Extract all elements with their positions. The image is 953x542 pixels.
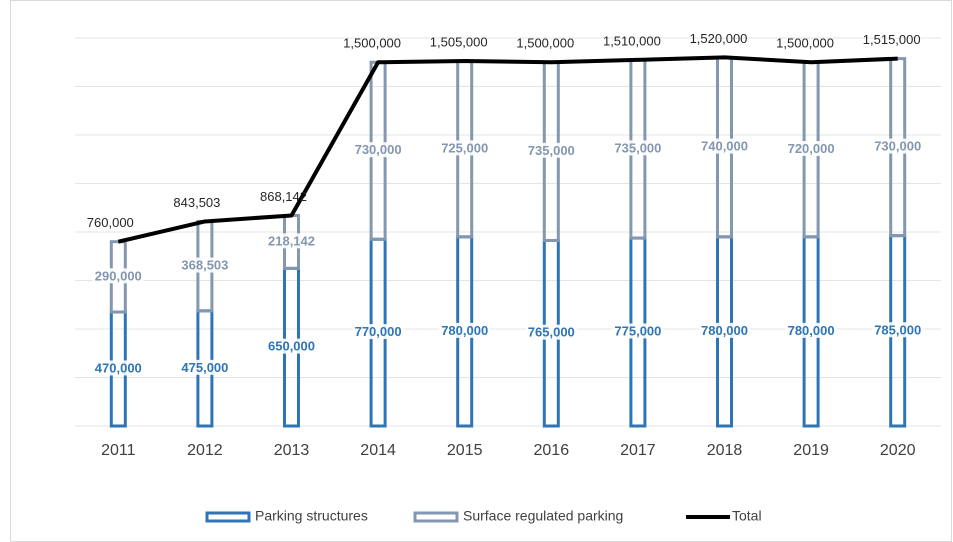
total-line [117, 55, 898, 244]
data-label: 1,515,000 [863, 32, 921, 47]
label-bg [179, 359, 231, 375]
label-bg [439, 322, 491, 338]
x-tick-label: 2020 [880, 442, 916, 459]
label-bg [699, 138, 750, 154]
data-label: 730,000 [355, 142, 402, 157]
x-tick-label: 2019 [793, 442, 829, 459]
label-bg [352, 324, 404, 340]
label-bg [872, 138, 924, 154]
legend-label: Surface regulated parking [463, 508, 623, 524]
data-label: 1,505,000 [430, 34, 488, 49]
x-tick-label: 2014 [360, 442, 396, 459]
data-label: 740,000 [701, 139, 748, 154]
chart-frame [10, 0, 952, 542]
data-label: 770,000 [355, 324, 402, 339]
label-bg [179, 257, 231, 273]
data-label: 725,000 [441, 140, 488, 155]
data-label: 1,520,000 [690, 31, 748, 46]
data-label: 475,000 [181, 360, 228, 375]
x-tick-label: 2011 [101, 442, 136, 459]
data-label: 868,142 [260, 189, 307, 204]
data-label: 1,500,000 [776, 36, 834, 51]
label-bg [612, 323, 664, 339]
label-bg [352, 142, 404, 158]
legend-swatch [205, 511, 251, 523]
data-label: 290,000 [95, 268, 142, 283]
label-bg [785, 140, 837, 156]
x-tick-label: 2016 [534, 442, 570, 459]
x-tick-label: 2012 [187, 442, 223, 459]
label-bg [872, 322, 924, 338]
data-label: 368,503 [181, 258, 228, 273]
label-bg [266, 338, 317, 354]
label-bg [92, 268, 144, 284]
legend-label: Total [732, 508, 762, 524]
data-label: 650,000 [268, 339, 315, 354]
data-label: 1,500,000 [516, 36, 574, 51]
data-label: 1,510,000 [603, 33, 661, 48]
x-tick-label: 2013 [274, 442, 310, 459]
data-label: 780,000 [788, 323, 835, 338]
data-label: 775,000 [614, 323, 661, 338]
data-label: 720,000 [788, 141, 835, 156]
data-label: 735,000 [614, 140, 661, 155]
x-tick-label: 2015 [447, 442, 483, 459]
label-bg [612, 140, 664, 156]
data-label: 843,503 [173, 195, 220, 210]
label-bg [699, 322, 750, 338]
legend-swatch [413, 511, 459, 523]
data-label: 765,000 [528, 325, 575, 340]
data-label: 730,000 [874, 139, 921, 154]
data-label: 785,000 [874, 322, 921, 337]
label-bg [525, 142, 577, 158]
legend-label: Parking structures [255, 508, 368, 524]
x-tick-label: 2017 [620, 442, 656, 459]
data-label: 735,000 [528, 143, 575, 158]
data-label: 760,000 [87, 215, 134, 230]
data-label: 1,500,000 [343, 36, 401, 51]
data-label: 780,000 [441, 323, 488, 338]
label-bg [266, 233, 317, 249]
data-label: 218,142 [268, 233, 315, 248]
data-label: 780,000 [701, 323, 748, 338]
label-bg [525, 324, 577, 340]
data-label: 470,000 [95, 360, 142, 375]
label-bg [92, 360, 144, 376]
x-tick-label: 2018 [707, 442, 743, 459]
label-bg [439, 140, 491, 156]
label-bg [785, 322, 837, 338]
